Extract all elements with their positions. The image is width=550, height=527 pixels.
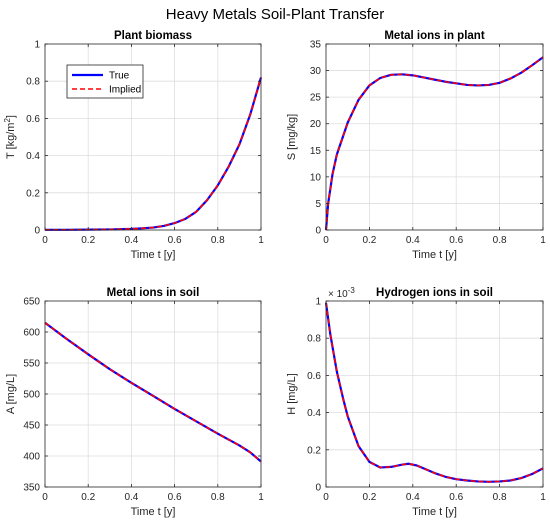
y-tick-label: 0.6 <box>26 114 40 125</box>
y-axis-label-superscript: 2 <box>3 118 12 123</box>
plot-area <box>326 44 543 230</box>
x-tick-label: 0.6 <box>168 492 182 503</box>
x-tick-label: 0.6 <box>449 235 463 246</box>
x-tick-label: 0.8 <box>211 235 225 246</box>
y-tick-label: 0.6 <box>307 371 321 382</box>
x-tick-label: 0 <box>42 492 48 503</box>
y-tick-label: 25 <box>310 93 322 104</box>
y-tick-label: 0.8 <box>26 77 40 88</box>
y-tick-label: 30 <box>310 66 322 77</box>
series-line-implied <box>44 322 262 463</box>
y-tick-label: 0.8 <box>307 334 321 345</box>
x-tick-label: 0.6 <box>449 492 463 503</box>
x-tick-label: 1 <box>258 492 264 503</box>
y-tick-label: 0 <box>315 483 321 494</box>
y-tick-label: 0 <box>34 226 40 237</box>
y-tick-label: 10 <box>310 172 322 183</box>
x-tick-label: 1 <box>540 235 546 246</box>
y-axis-label-end: ] <box>5 115 17 118</box>
x-tick-label: 0.4 <box>406 235 420 246</box>
y-tick-label: 500 <box>23 390 40 401</box>
panel-title: Plant biomass <box>114 30 192 42</box>
x-axis-label: Time t [y] <box>412 506 457 518</box>
legend-label-true: True <box>109 71 130 82</box>
x-axis-label: Time t [y] <box>131 249 176 261</box>
series-line-implied <box>325 302 544 483</box>
x-tick-label: 0 <box>323 492 329 503</box>
plot-area <box>326 301 543 487</box>
y-axis-label: T [kg/m2] <box>3 115 17 159</box>
y-exponent-power: -3 <box>348 286 356 295</box>
x-tick-label: 0.4 <box>124 492 138 503</box>
panel-title: Hydrogen ions in soil <box>376 287 493 299</box>
y-axis-label: A [mg/L] <box>5 374 17 414</box>
series-line-implied <box>325 56 544 231</box>
x-tick-label: 0.2 <box>81 235 95 246</box>
y-tick-label: 0.4 <box>26 151 40 162</box>
legend-label-implied: Implied <box>109 85 141 96</box>
x-tick-label: 0.2 <box>81 492 95 503</box>
x-tick-label: 0.8 <box>493 492 507 503</box>
chart-panel-3: 0 0.2 0.4 0.6 0.8 1 350 400 450 500 550 600 650 Metal… <box>5 287 264 518</box>
y-tick-label: 550 <box>23 359 40 370</box>
x-tick-label: 1 <box>540 492 546 503</box>
y-tick-label: 20 <box>310 119 322 130</box>
x-tick-label: 0.4 <box>124 235 138 246</box>
y-tick-label: 350 <box>23 483 40 494</box>
x-tick-label: 0 <box>323 235 329 246</box>
y-tick-label: 5 <box>315 199 321 210</box>
y-tick-label: 600 <box>23 328 40 339</box>
y-axis-label: S [mg/kg] <box>286 114 298 160</box>
panel-title: Metal ions in soil <box>107 287 200 299</box>
y-tick-label: 1 <box>315 297 321 308</box>
y-tick-label: 1 <box>34 40 40 51</box>
x-tick-label: 0.2 <box>362 235 376 246</box>
y-tick-label: 0 <box>315 226 321 237</box>
y-tick-label: 15 <box>310 146 322 157</box>
x-tick-label: 1 <box>258 235 264 246</box>
x-tick-label: 0.6 <box>168 235 182 246</box>
x-axis-label: Time t [y] <box>131 506 176 518</box>
figure-title: Heavy Metals Soil-Plant Transfer <box>166 6 384 23</box>
y-tick-label: 450 <box>23 421 40 432</box>
y-tick-label: 0.2 <box>307 445 321 456</box>
panel-title: Metal ions in plant <box>384 30 484 42</box>
y-tick-label: 400 <box>23 452 40 463</box>
y-tick-label: 35 <box>310 40 322 51</box>
y-tick-label: 650 <box>23 297 40 308</box>
axes-frame <box>325 43 544 231</box>
chart-panel-4: 0 0.2 0.4 0.6 0.8 100.20.40.60.81× 10-3 Hydrog… <box>286 286 546 518</box>
y-tick-label: 0.2 <box>26 188 40 199</box>
legend: True Implied <box>66 64 144 99</box>
axes-frame <box>44 43 262 231</box>
chart-panel-1: 0 0.2 0.4 0.6 0.8 1 0 0.2 0.4 0.6 0.8 1 Plant biomas… <box>3 30 264 261</box>
y-tick-label: 0.4 <box>307 408 321 419</box>
x-tick-label: 0 <box>42 235 48 246</box>
legend-box <box>66 64 144 99</box>
axes-frame <box>325 300 544 488</box>
y-axis-label: H [mg/L] <box>286 373 298 415</box>
x-axis-label: Time t [y] <box>412 249 457 261</box>
x-tick-label: 0.8 <box>493 235 507 246</box>
series-line-implied <box>45 77 262 231</box>
x-tick-label: 0.2 <box>362 492 376 503</box>
x-tick-label: 0.8 <box>211 492 225 503</box>
x-tick-label: 0.4 <box>406 492 420 503</box>
